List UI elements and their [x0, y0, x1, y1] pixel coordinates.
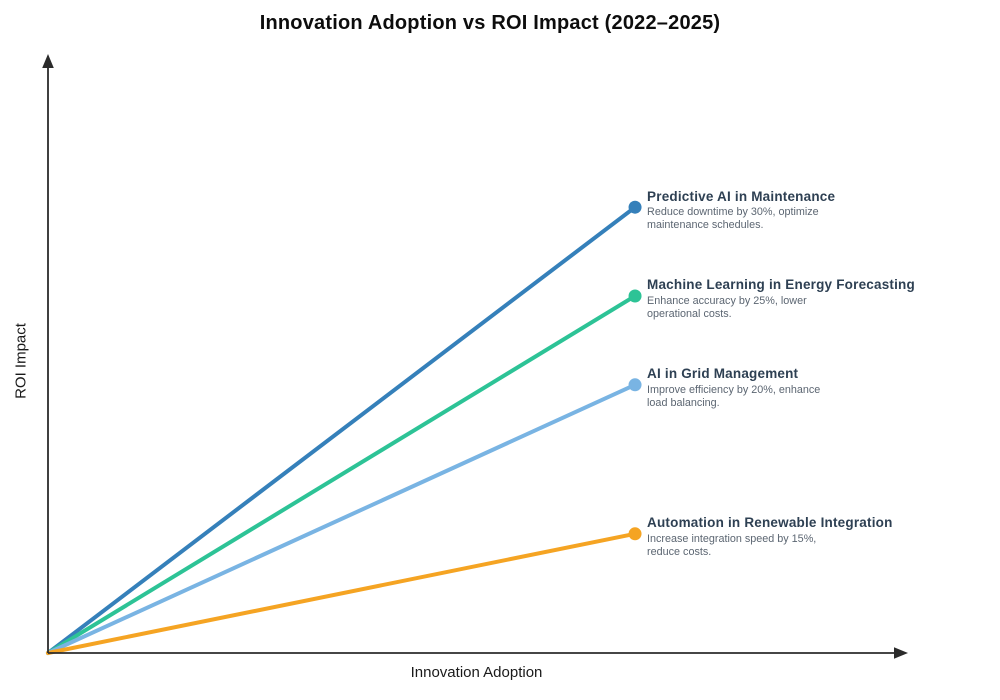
- series-line-3: [46, 382, 638, 655]
- series-description: Reduce downtime by 30%, optimize mainten…: [647, 206, 819, 232]
- series-title: Predictive AI in Maintenance: [647, 188, 836, 204]
- series-endpoint-marker-1: [628, 200, 642, 214]
- series-label-3: AI in Grid Management Improve efficiency …: [647, 366, 987, 410]
- series-line-1: [46, 205, 638, 655]
- series-label-4: Automation in Renewable Integration Incre…: [647, 515, 987, 559]
- y-axis-arrow: [42, 54, 54, 68]
- x-axis-label: Innovation Adoption: [410, 664, 543, 681]
- series-line-2: [46, 293, 638, 655]
- series-endpoint-marker-3: [628, 378, 642, 392]
- series-label-1: Predictive AI in Maintenance Reduce downt…: [647, 189, 987, 233]
- series-description: Improve efficiency by 20%, enhance load …: [647, 383, 821, 409]
- series-endpoint-marker-2: [628, 289, 642, 303]
- series-endpoint-marker-4: [628, 527, 642, 541]
- series-description: Enhance accuracy by 25%, lower operation…: [647, 295, 807, 321]
- series-title: Machine Learning in Energy Forecasting: [647, 277, 915, 293]
- series-title: AI in Grid Management: [647, 366, 799, 382]
- series-title: Automation in Renewable Integration: [647, 515, 893, 531]
- chart-title: Innovation Adoption vs ROI Impact (2022–…: [259, 12, 721, 34]
- series-label-2: Machine Learning in Energy Forecasting En…: [647, 277, 987, 321]
- series-lines-group: [46, 200, 642, 655]
- series-description: Increase integration speed by 15%, reduc…: [647, 532, 817, 558]
- y-axis-label: ROI Impact: [12, 323, 30, 399]
- series-line-4: [46, 531, 638, 655]
- x-axis-arrow: [894, 647, 908, 659]
